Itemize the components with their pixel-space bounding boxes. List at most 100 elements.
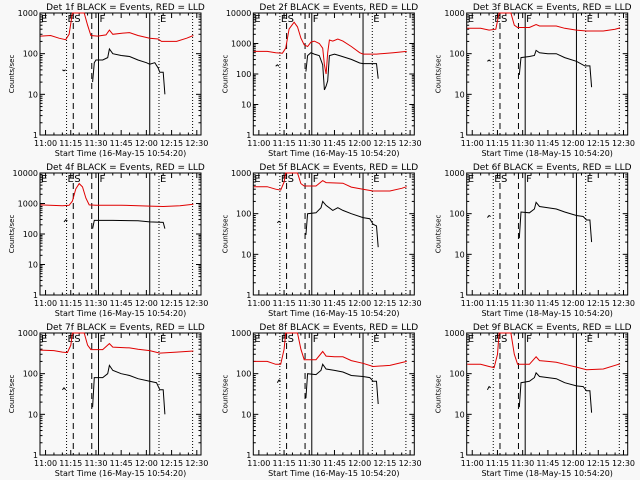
y-axis-label: Counts/sec [8, 55, 16, 94]
x-tick-label: 11:00 [34, 459, 57, 468]
x-tick-label: 12:30 [185, 459, 208, 468]
marker-label: E [587, 14, 593, 25]
marker-label: F [313, 14, 319, 25]
y-tick-label: 1 [33, 451, 38, 460]
x-tick-label: 12:00 [562, 459, 585, 468]
marker-label: S [501, 14, 507, 25]
marker-label: F [313, 174, 319, 185]
x-tick-label: 11:15 [486, 459, 509, 468]
y-axis-label: Counts/sec [435, 55, 443, 94]
panel-title: Det 8f BLACK = Events, RED = LLD [259, 323, 418, 333]
panel-title: Det 5f BLACK = Events, RED = LLD [259, 163, 418, 173]
marker-label: E [68, 334, 74, 345]
plot-frame [252, 12, 415, 136]
y-tick-label: 100 [23, 50, 38, 59]
marker-label: E [41, 14, 47, 25]
marker-label: E [468, 334, 474, 345]
series-events [487, 49, 593, 88]
x-tick-label: 11:00 [34, 139, 57, 148]
y-tick-label: 1000 [231, 329, 251, 338]
panel-det-4: Det 4f BLACK = Events, RED = LLD 1 10 100 10… [8, 163, 208, 318]
y-tick-label: 100 [23, 370, 38, 379]
series-events [63, 219, 166, 229]
x-tick-label: 12:00 [348, 139, 371, 148]
y-tick-label: 100 [236, 70, 251, 79]
plot-frame [252, 332, 415, 456]
plot-frame [466, 332, 629, 456]
y-tick-label: 10 [455, 90, 465, 99]
y-tick-label: 1 [460, 291, 465, 300]
panel-det-3: Det 3f BLACK = Events, RED = LLD 1 10 100 10… [435, 3, 635, 158]
panel-det-7: Det 7f BLACK = Events, RED = LLD 1 10 100 10… [8, 323, 208, 478]
x-axis-label: Start Time (18-May-15 10:54:20) [481, 309, 612, 318]
x-tick-label: 11:45 [536, 139, 559, 148]
x-tick-label: 12:00 [135, 299, 158, 308]
y-tick-label: 10 [455, 410, 465, 419]
series-events [276, 363, 379, 405]
x-tick-label: 12:30 [399, 459, 422, 468]
x-tick-label: 12:15 [373, 139, 396, 148]
x-tick-label: 12:30 [185, 139, 208, 148]
x-tick-label: 11:00 [247, 299, 270, 308]
x-tick-label: 11:30 [511, 299, 534, 308]
marker-label: F [313, 334, 319, 345]
y-tick-label: 100 [449, 50, 464, 59]
panel-det-2: Det 2f BLACK = Events, RED = LLD 1 10 100 10… [221, 3, 421, 158]
y-tick-label: 1000 [444, 9, 464, 18]
x-tick-label: 12:30 [612, 299, 635, 308]
x-tick-label: 11:15 [486, 139, 509, 148]
marker-label: E [41, 174, 47, 185]
y-axis-label: Counts/sec [8, 215, 16, 254]
panel-det-5: Det 5f BLACK = Events, RED = LLD 1 10 100 10… [221, 163, 421, 318]
marker-label: E [254, 334, 260, 345]
x-tick-label: 12:30 [399, 139, 422, 148]
x-tick-label: 11:30 [511, 139, 534, 148]
y-tick-label: 100 [23, 230, 38, 239]
panel-det-6: Det 6f BLACK = Events, RED = LLD 1 10 100 10… [435, 163, 635, 318]
y-axis-label: Counts/sec [221, 375, 229, 414]
x-tick-label: 11:45 [536, 299, 559, 308]
x-tick-label: 11:30 [298, 459, 321, 468]
x-axis-label: Start Time (16-May-15 10:54:20) [268, 149, 399, 158]
panel-det-1: Det 1f BLACK = Events, RED = LLD 1 10 100 10… [8, 3, 208, 158]
x-axis-label: Start Time (16-May-15 10:54:20) [55, 309, 186, 318]
x-tick-label: 11:30 [84, 459, 107, 468]
x-tick-label: 12:30 [612, 459, 635, 468]
marker-label: S [501, 174, 507, 185]
y-tick-label: 10000 [226, 9, 251, 18]
marker-label: E [41, 334, 47, 345]
x-tick-label: 11:00 [461, 459, 484, 468]
y-tick-label: 1000 [444, 169, 464, 178]
panel-det-9: Det 9f BLACK = Events, RED = LLD 1 10 100 10… [435, 323, 635, 478]
y-tick-label: 10 [241, 410, 251, 419]
marker-label: E [468, 174, 474, 185]
marker-label: E [494, 174, 500, 185]
y-tick-label: 10 [241, 101, 251, 110]
series-lld [253, 21, 407, 75]
x-tick-label: 11:45 [323, 459, 346, 468]
x-tick-label: 11:45 [110, 139, 133, 148]
y-tick-label: 1 [246, 131, 251, 140]
x-tick-label: 12:00 [348, 299, 371, 308]
x-tick-label: 12:00 [348, 459, 371, 468]
y-tick-label: 10 [455, 250, 465, 259]
y-tick-label: 100 [449, 370, 464, 379]
x-tick-label: 12:00 [135, 459, 158, 468]
marker-label: E [160, 14, 166, 25]
series-lld [253, 332, 407, 368]
series-lld [467, 12, 621, 32]
panel-title: Det 3f BLACK = Events, RED = LLD [473, 3, 632, 13]
x-axis-label: Start Time (16-May-15 10:54:20) [55, 469, 186, 478]
y-tick-label: 1 [246, 291, 251, 300]
x-tick-label: 12:15 [160, 139, 183, 148]
series-lld [40, 332, 194, 354]
x-tick-label: 12:15 [587, 299, 610, 308]
panel-title: Det 4f BLACK = Events, RED = LLD [46, 163, 205, 173]
marker-label: F [99, 174, 105, 185]
y-tick-label: 1 [460, 451, 465, 460]
y-tick-label: 1 [33, 131, 38, 140]
marker-label: E [254, 14, 260, 25]
x-tick-label: 11:30 [511, 459, 534, 468]
x-tick-label: 11:15 [59, 459, 82, 468]
series-events [275, 52, 379, 91]
